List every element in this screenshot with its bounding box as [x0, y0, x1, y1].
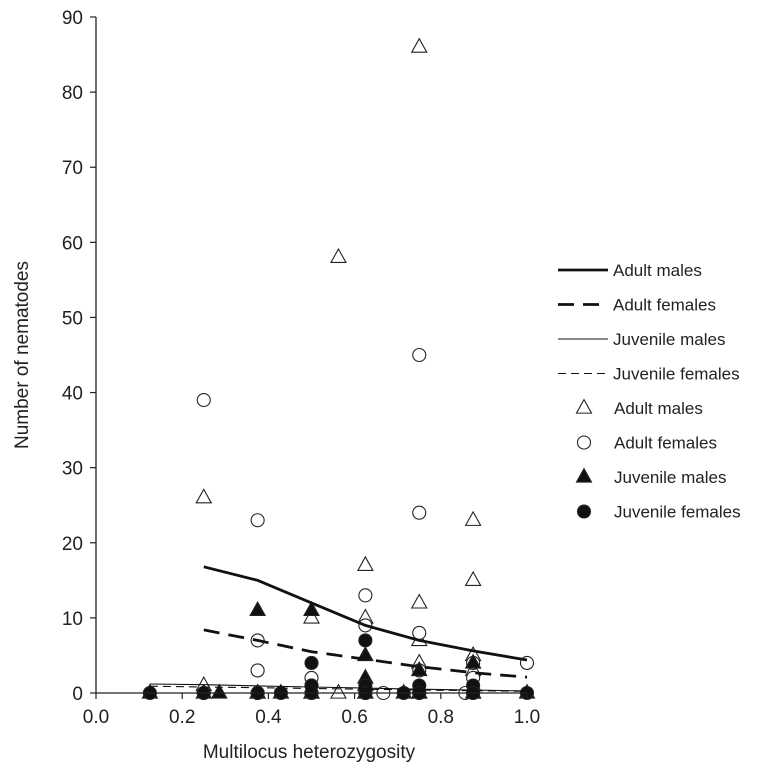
juvenile-males-point: [210, 683, 228, 699]
juvenile-males-trend-line: [149, 683, 528, 692]
y-tick-label: 20: [62, 534, 83, 555]
adult-males-point: [410, 593, 428, 609]
y-tick-label: 40: [62, 384, 83, 405]
legend-swatch-juvenile-females-marker: [576, 504, 592, 519]
x-axis-label: Multilocus heterozygosity: [203, 742, 416, 763]
plot-area: [141, 37, 536, 701]
legend-label: Adult females: [614, 434, 717, 453]
adult-males-point: [410, 37, 428, 53]
adult-males-point: [330, 247, 347, 264]
adult-females-point: [358, 588, 373, 603]
juvenile-males-point: [249, 600, 267, 617]
y-tick-label: 80: [62, 83, 83, 104]
adult-males-point: [464, 570, 482, 587]
adult-females-point: [250, 513, 265, 528]
x-tick-label: 0.6: [341, 707, 367, 728]
adult-females-point: [250, 663, 265, 678]
legend-label: Juvenile females: [614, 503, 741, 522]
x-tick-label: 0.2: [169, 707, 195, 728]
legend-label: Juvenile females: [613, 365, 740, 384]
x-tick-label: 1.0: [514, 707, 540, 728]
juvenile-males-point: [464, 653, 482, 669]
y-tick-label: 30: [62, 459, 83, 480]
adult-females-point: [196, 393, 211, 408]
x-tick-label: 0.4: [255, 707, 282, 728]
adult-males-point: [195, 488, 213, 504]
y-tick-label: 60: [62, 233, 83, 254]
juvenile-females-trend-line: [149, 685, 528, 692]
juvenile-males-point: [410, 660, 428, 677]
x-tick-label: 0.0: [83, 707, 109, 728]
juvenile-females-point: [304, 655, 319, 671]
legend-label: Adult males: [614, 399, 703, 418]
juvenile-females-point: [358, 633, 373, 648]
legend-label: Adult females: [613, 296, 716, 315]
legend-swatch-juvenile-males-marker: [575, 467, 593, 483]
y-axis-label: Number of nematodes: [12, 261, 33, 449]
axes: 0 10 20 30 40 50 60 70 80 90 0.0 0.2 0.4 0.6 0.8 1.0: [62, 8, 540, 728]
juvenile-males-point: [303, 600, 320, 617]
legend-label: Juvenile males: [614, 468, 726, 487]
legend-label: Adult males: [613, 261, 702, 280]
adult-females-trend-line: [203, 628, 528, 679]
x-tick-label: 0.8: [428, 707, 454, 728]
adult-females-point: [412, 347, 427, 363]
legend-label: Juvenile males: [613, 330, 725, 349]
legend-swatch-adult-females-marker: [576, 435, 592, 450]
adult-males-trend-line: [203, 565, 528, 662]
y-tick-label: 90: [62, 8, 83, 29]
y-tick-label: 0: [72, 684, 83, 705]
legend: Adult males Adult females Juvenile males Ju…: [558, 261, 741, 522]
y-tick-label: 10: [62, 609, 83, 630]
adult-males-point: [464, 510, 482, 526]
legend-swatch-adult-males-marker: [575, 398, 593, 414]
adult-females-point: [412, 505, 427, 520]
y-tick-label: 70: [62, 158, 83, 179]
adult-males-point: [356, 555, 374, 571]
adult-females-point: [412, 625, 427, 640]
adult-males-point: [330, 683, 347, 699]
adult-males-point: [303, 608, 320, 624]
y-tick-label: 50: [62, 308, 83, 329]
